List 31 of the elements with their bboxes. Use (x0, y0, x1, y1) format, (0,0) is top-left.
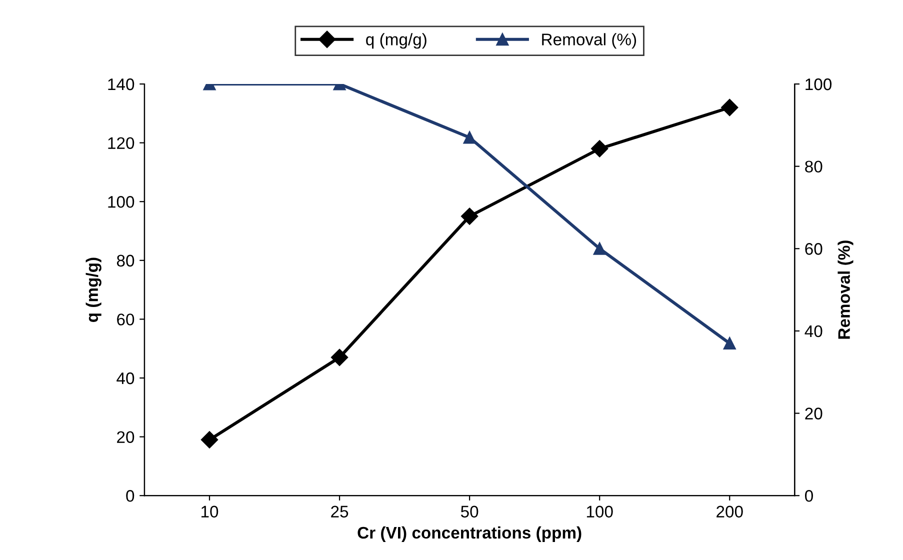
legend-label: q (mg/g) (366, 33, 426, 49)
point (200, 431, 218, 448)
y-tick-label: 60 (117, 314, 134, 326)
x-tick-label: 50 (460, 506, 478, 518)
y-tick-label: 0 (126, 490, 134, 502)
legend-label: Removal (%) (542, 33, 636, 49)
y-tick-label: 120 (108, 137, 134, 150)
y2-tick-label: 100 (806, 78, 832, 90)
point (591, 140, 608, 158)
y2-tick-label: 40 (804, 325, 822, 338)
point (593, 242, 606, 255)
x-tick-label: 25 (331, 506, 348, 518)
y-tick-label: 80 (116, 254, 134, 267)
y-tick-label: 140 (108, 78, 134, 90)
y-axis-title: q (mg/g) (86, 258, 102, 322)
x-tick-label: 10 (202, 506, 218, 518)
y2-tick-label: 0 (805, 490, 813, 502)
x-axis-title: Cr (VI) concentrations (ppm) (358, 526, 582, 542)
y-tick-label: 20 (117, 431, 134, 444)
point (721, 98, 738, 116)
y-tick-label: 40 (116, 372, 134, 384)
y2-axis-title: Removal (%) (838, 240, 854, 339)
y-tick-label: 100 (108, 196, 134, 208)
x-tick-label: 100 (586, 506, 613, 518)
y2-tick-label: 60 (805, 243, 822, 255)
y2-tick-label: 20 (805, 408, 822, 420)
x-tick-label: 200 (716, 506, 743, 518)
point (330, 348, 348, 366)
point (723, 337, 736, 350)
y2-tick-label: 80 (805, 160, 822, 173)
point (461, 208, 478, 225)
